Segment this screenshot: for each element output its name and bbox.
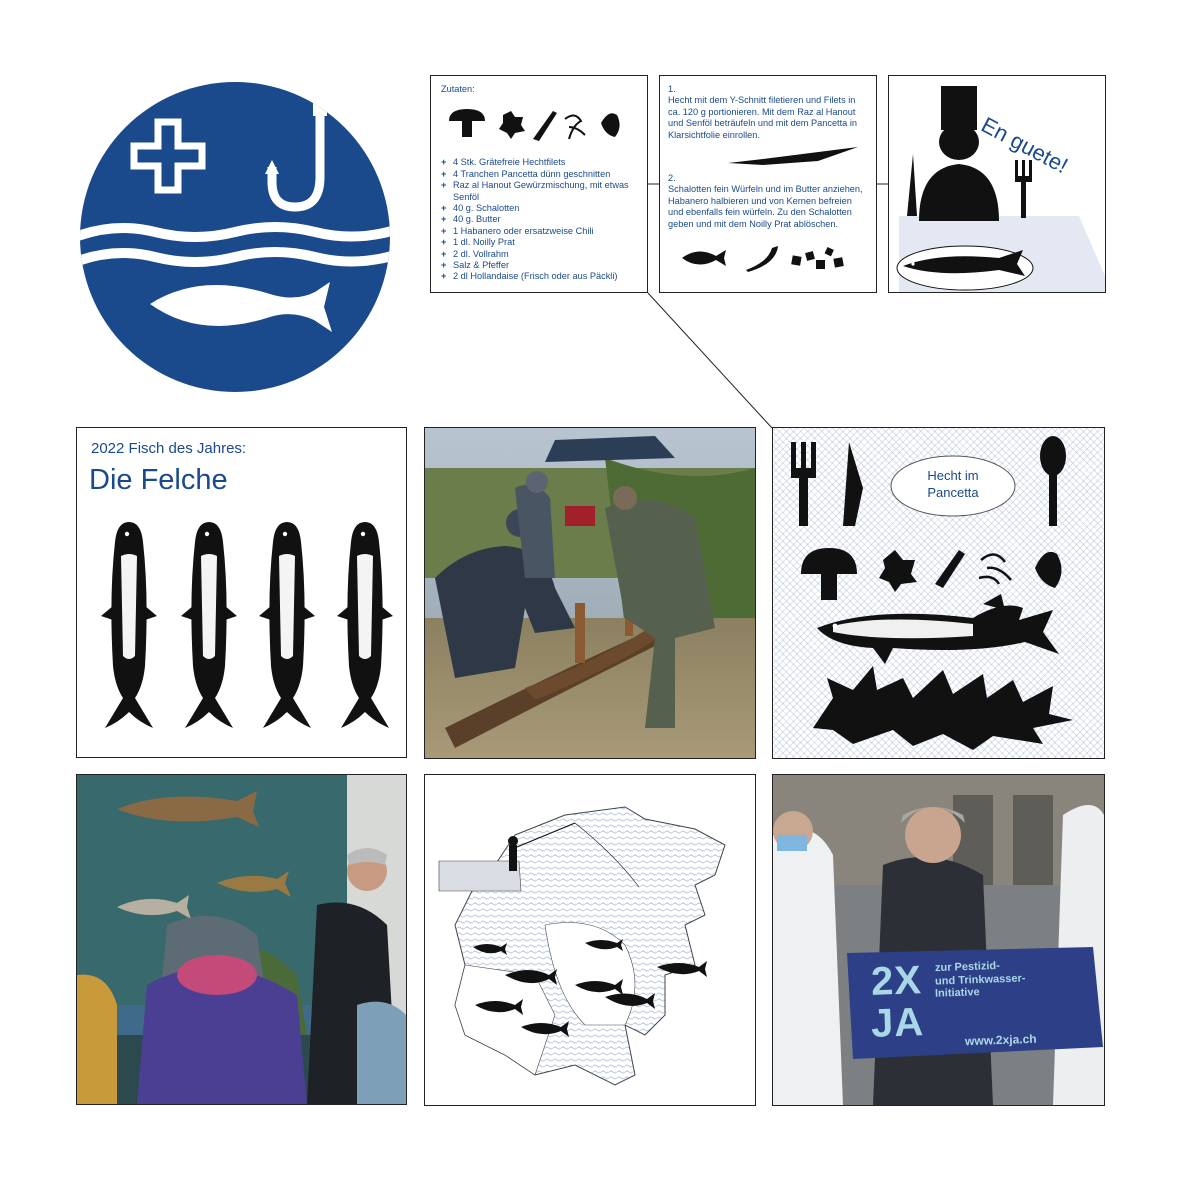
ingredients-heading: Zutaten: xyxy=(441,84,475,94)
chef-silhouette xyxy=(919,86,999,221)
banner-small-line1: zur Pestizid- xyxy=(934,959,1000,975)
fish-icon xyxy=(473,943,507,955)
banner-big-2x: 2X xyxy=(870,958,923,1004)
cross-icon xyxy=(130,118,206,194)
flame-shape xyxy=(813,666,1073,750)
knife-icon xyxy=(843,442,863,526)
fish-of-year-subtitle: 2022 Fisch des Jahres: xyxy=(91,440,247,457)
fish-icon xyxy=(150,282,332,332)
ingredient-item: 40 g. Schalotten xyxy=(441,203,639,215)
garlic-sprout-icon xyxy=(978,553,1012,585)
step2-icons-row xyxy=(682,246,844,273)
whitefish-icon xyxy=(181,522,237,728)
chef-illustration xyxy=(896,86,1105,292)
chili-icon xyxy=(746,246,778,273)
whitefish-illustrations xyxy=(101,522,393,728)
fish-icon xyxy=(475,999,523,1015)
waves-icon xyxy=(80,222,390,267)
step2-number: 2. xyxy=(668,173,676,184)
garlic-sprout-icon xyxy=(564,114,586,140)
banner-url: www.2xja.ch xyxy=(964,1031,1037,1049)
diced-shallot-icon xyxy=(791,247,844,270)
knife-icon xyxy=(728,147,858,166)
ingredient-item: 4 Tranchen Pancetta dünn geschnitten xyxy=(441,169,639,181)
spoon-icon xyxy=(1040,436,1066,526)
recipe-ingredients-panel: Zutaten: 4 Stk. Grätefreie Hechtfilets 4… xyxy=(430,75,648,293)
mushroom-icon xyxy=(449,109,485,138)
knife-icon xyxy=(907,154,917,216)
step1-text: Hecht mit dem Y-Schnitt filetieren und F… xyxy=(668,95,857,140)
ingredient-item: Raz al Hanout Gewürzmischung, mit etwas … xyxy=(441,180,639,203)
pike-recipe-panel: Hecht im Pancetta xyxy=(772,427,1105,759)
ingredient-item: 2 dl. Vollrahm xyxy=(441,249,639,261)
ingredient-item: 40 g. Butter xyxy=(441,214,639,226)
fish-fillet-icon xyxy=(682,250,726,267)
fishing-association-logo xyxy=(80,82,390,392)
pike-fish-icon xyxy=(903,250,1025,276)
ingredient-item: 1 Habanero oder ersatzweise Chili xyxy=(441,226,639,238)
whitefish-icon xyxy=(101,522,157,728)
knife-slice-icon xyxy=(935,550,965,588)
fork-icon xyxy=(1015,160,1032,218)
whitefish-icon xyxy=(259,522,315,728)
fish-of-year-title: Die Felche xyxy=(89,464,228,496)
stream-restoration-photo xyxy=(424,427,756,759)
fish-of-year-panel: 2022 Fisch des Jahres: Die Felche xyxy=(76,427,407,758)
fish-icon xyxy=(575,979,623,995)
fork-icon xyxy=(791,442,816,526)
step2-text: Schalotten fein Würfeln und im Butter an… xyxy=(668,184,863,229)
fish-icon xyxy=(605,993,655,1009)
herb-leaf-icon xyxy=(499,111,525,140)
initiative-banner-photo: 2X JA zur Pestizid- und Trinkwasser- Ini… xyxy=(772,774,1105,1106)
aquarium-visit-photo xyxy=(76,774,407,1105)
swiss-fish-map-panel xyxy=(424,774,756,1106)
recipe-steps-panel: 1. Hecht mit dem Y-Schnitt filetieren un… xyxy=(659,75,877,293)
ingredient-item: 2 dl Hollandaise (Frisch oder aus Päckli… xyxy=(441,271,639,283)
ingredient-icons-row xyxy=(449,109,620,142)
bay-leaf-icon xyxy=(601,113,620,138)
bay-leaf-icon xyxy=(1035,551,1062,588)
mushroom-icon xyxy=(801,548,857,600)
step1-number: 1. xyxy=(668,84,676,94)
fish-icon xyxy=(505,969,557,985)
chef-panel: En guete! xyxy=(888,75,1106,293)
pike-recipe-illustration xyxy=(791,436,1073,750)
ingredients-list: 4 Stk. Grätefreie Hechtfilets 4 Tranchen… xyxy=(441,157,639,283)
ingredient-item: 1 dl. Noilly Prat xyxy=(441,237,639,249)
ingredient-item: 4 Stk. Grätefreie Hechtfilets xyxy=(441,157,639,169)
angler-silhouette xyxy=(508,822,640,888)
pike-label-line1: Hecht im xyxy=(927,468,979,483)
knife-slice-icon xyxy=(533,111,557,142)
switzerland-map xyxy=(438,806,726,1086)
whitefish-icon xyxy=(337,522,393,728)
ingredient-item: Salz & Pfeffer xyxy=(441,260,639,272)
banner-big-ja: JA xyxy=(870,1000,925,1046)
pike-label-line2: Pancetta xyxy=(927,485,979,500)
fish-icon xyxy=(657,961,707,977)
pike-fish-icon xyxy=(817,594,1059,664)
fish-icon xyxy=(521,1021,569,1037)
fish-icon xyxy=(585,939,623,951)
banner-small-line3: Initiative xyxy=(934,986,980,1000)
herb-leaf-icon xyxy=(879,550,917,592)
